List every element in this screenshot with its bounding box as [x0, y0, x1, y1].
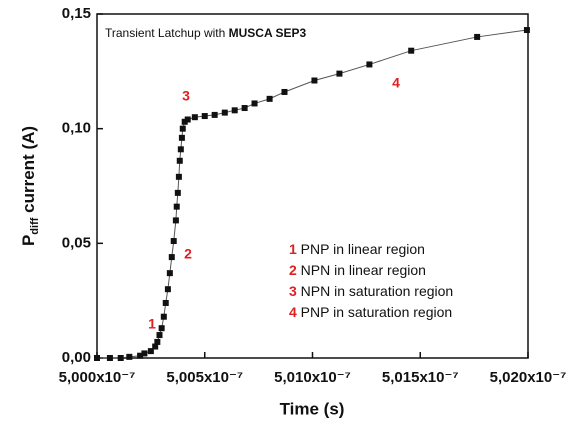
y-tick-label: 0,00	[62, 349, 91, 366]
point	[172, 217, 179, 224]
point	[231, 107, 238, 114]
y-tick-label: 0,10	[62, 120, 91, 137]
point	[94, 355, 100, 361]
x-tick-label: 5,010x10⁻⁷	[274, 369, 351, 386]
point	[126, 353, 133, 360]
y-axis-title: Pdiff current (A)	[19, 126, 40, 246]
point	[178, 134, 185, 141]
point	[173, 203, 180, 210]
legend-number: 3	[289, 283, 297, 299]
point	[156, 332, 163, 339]
point	[160, 313, 167, 320]
point	[106, 355, 113, 361]
chart-title: Transient Latchup with MUSCA SEP3	[105, 26, 307, 40]
point	[162, 299, 169, 306]
point	[175, 173, 182, 180]
y-tick-label: 0,05	[62, 234, 91, 251]
y-title-main: P	[19, 235, 38, 246]
point	[336, 70, 343, 77]
point	[137, 352, 144, 359]
region-marker: 2	[184, 246, 192, 262]
point	[174, 189, 181, 196]
x-axis-title: Time (s)	[280, 399, 345, 418]
point	[211, 111, 218, 118]
legend-entry: 1 PNP in linear region	[289, 241, 425, 257]
point	[266, 95, 273, 102]
point	[281, 88, 288, 95]
point	[251, 100, 258, 107]
y-title-sub: diff	[29, 217, 41, 234]
point	[523, 27, 530, 34]
point	[181, 118, 188, 125]
x-tick-label: 5,000x10⁻⁷	[59, 369, 136, 386]
point	[366, 61, 373, 68]
y-title-rest: current (A)	[19, 126, 38, 218]
point	[168, 254, 175, 261]
legend-entry: 3 NPN in saturation region	[289, 283, 453, 299]
point	[184, 116, 191, 123]
region-marker: 1	[148, 316, 156, 332]
point	[176, 157, 183, 164]
region-marker: 4	[392, 75, 400, 91]
legend-text: NPN in linear region	[297, 262, 426, 278]
point	[221, 109, 228, 116]
point	[158, 325, 165, 332]
x-tick-label: 5,020x10⁻⁷	[490, 369, 567, 386]
legend-number: 4	[289, 304, 297, 320]
point	[201, 113, 208, 120]
point	[154, 338, 161, 345]
point	[152, 343, 159, 350]
point	[147, 348, 154, 355]
point	[179, 125, 186, 132]
legend-text: PNP in saturation region	[297, 304, 452, 320]
point	[117, 355, 124, 361]
legend-text: NPN in saturation region	[297, 283, 453, 299]
point	[166, 270, 173, 277]
legend-text: PNP in linear region	[297, 241, 425, 257]
point	[408, 47, 415, 54]
x-tick-label: 5,005x10⁻⁷	[166, 369, 243, 386]
region-marker: 3	[182, 88, 190, 104]
legend-number: 2	[289, 262, 297, 278]
point	[170, 238, 177, 245]
legend-number: 1	[289, 241, 297, 257]
point	[177, 146, 184, 153]
title-bold: MUSCA SEP3	[229, 26, 307, 40]
legend-entry: 4 PNP in saturation region	[289, 304, 452, 320]
point	[474, 33, 481, 40]
point	[164, 286, 171, 293]
x-tick-label: 5,015x10⁻⁷	[382, 369, 459, 386]
point	[191, 114, 198, 121]
legend-entry: 2 NPN in linear region	[289, 262, 426, 278]
point	[141, 350, 148, 357]
y-tick-label: 0,15	[62, 5, 91, 22]
point	[311, 77, 318, 84]
title-text: Transient Latchup with	[105, 26, 229, 40]
point	[241, 105, 248, 112]
